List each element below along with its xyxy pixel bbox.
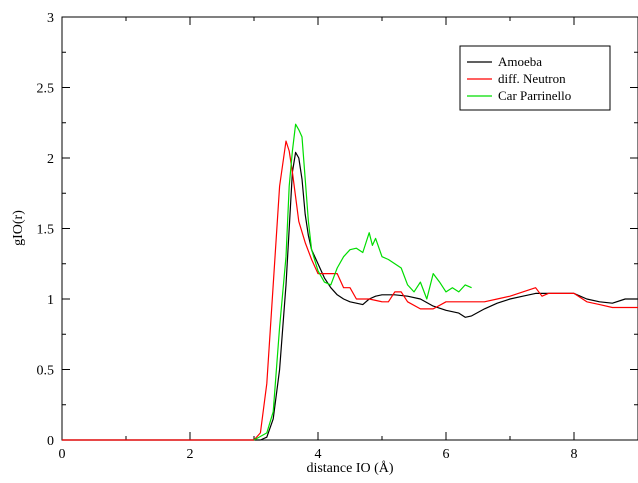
y-tick-label: 2	[47, 152, 54, 167]
series-group	[62, 123, 638, 441]
x-tick-label: 0	[59, 447, 66, 462]
y-tick-label: 3	[47, 11, 54, 26]
legend-label: diff. Neutron	[498, 71, 566, 86]
y-tick-label: 0	[47, 434, 54, 449]
x-tick-label: 2	[187, 447, 194, 462]
series-line-2	[253, 123, 472, 441]
legend-label: Amoeba	[498, 54, 542, 69]
x-tick-label: 4	[315, 447, 322, 462]
axis-tick-labels: 0 2 4 6 8 0 0.5 1 1.5 2 2.5 3	[37, 11, 578, 462]
y-tick-label: 2.5	[37, 82, 55, 97]
y-axis-label: gIO(r)	[11, 210, 26, 246]
y-tick-label: 1	[47, 293, 54, 308]
legend: Amoeba diff. Neutron Car Parrinello	[459, 45, 611, 111]
series-line-0	[62, 151, 638, 441]
legend-label: Car Parrinello	[498, 88, 571, 103]
y-tick-label: 1.5	[37, 223, 55, 238]
x-axis-label: distance IO (Å)	[306, 460, 393, 476]
y-tick-label: 0.5	[37, 364, 55, 379]
series-line-1	[62, 140, 638, 441]
x-tick-label: 6	[443, 447, 450, 462]
x-tick-label: 8	[571, 447, 578, 462]
legend-box	[459, 45, 611, 111]
